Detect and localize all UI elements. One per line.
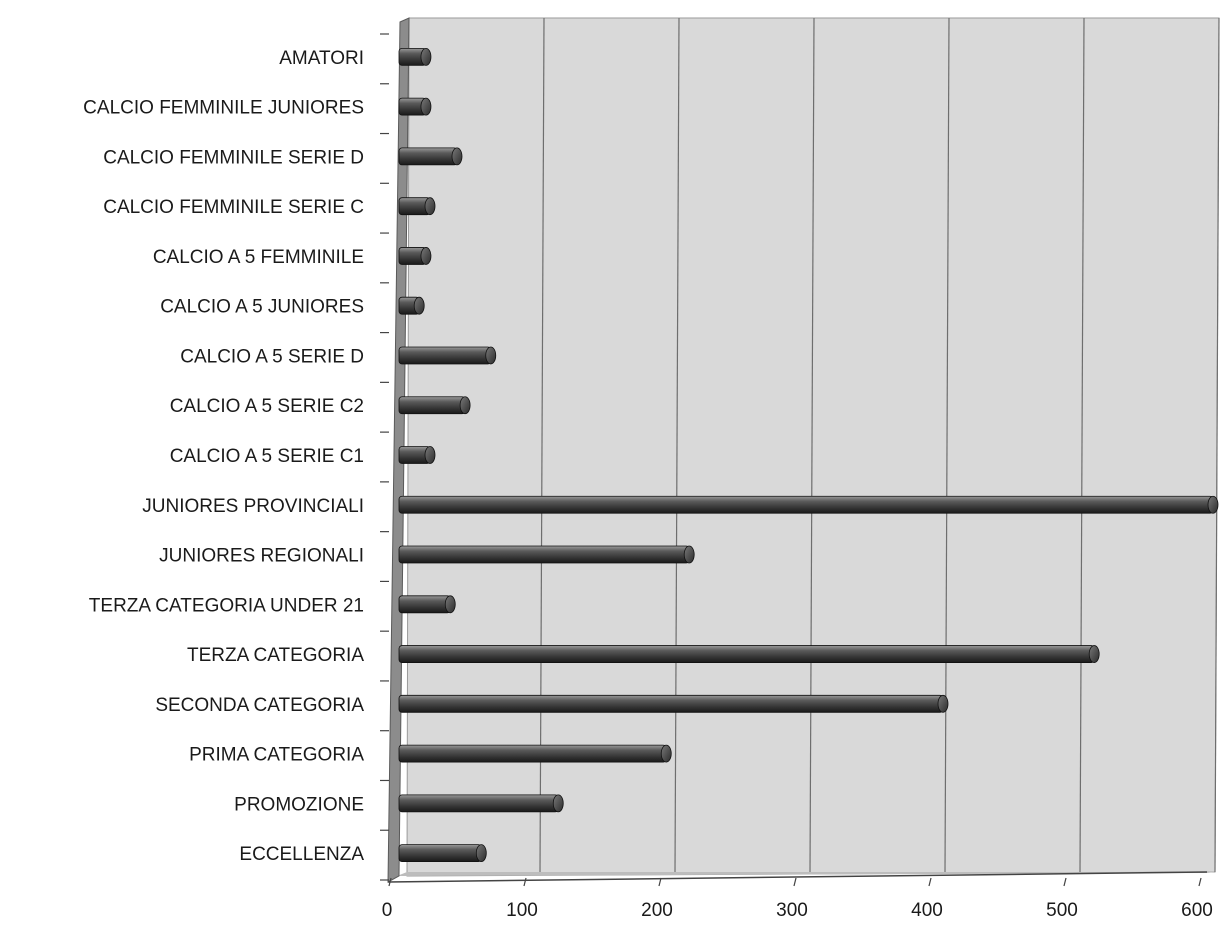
bar (398, 595, 456, 614)
x-tick-label: 300 (776, 900, 808, 921)
x-tick-mark (928, 877, 932, 887)
x-tick-label: 500 (1046, 900, 1078, 921)
bar (398, 844, 487, 863)
bars (398, 47, 1219, 863)
bar-cap (937, 694, 949, 713)
category-label: JUNIORES PROVINCIALI (142, 496, 364, 517)
grid-line (1214, 17, 1220, 873)
x-tick-labels: 0 100 200 300 400 500 600 (382, 900, 1213, 921)
x-tick-mark (523, 877, 527, 887)
bar-cap (660, 744, 672, 763)
x-tick-label: 100 (506, 900, 538, 921)
bar-cap (444, 595, 456, 614)
bar-body (398, 744, 667, 763)
bar-cap (459, 396, 471, 415)
category-label: AMATORI (279, 48, 364, 69)
category-labels: AMATORI CALCIO FEMMINILE JUNIORES CALCIO F… (83, 48, 364, 865)
bar-cap (420, 47, 432, 66)
category-label: CALCIO A 5 JUNIORES (160, 297, 364, 318)
bar (398, 495, 1219, 514)
category-label: PROMOZIONE (234, 794, 364, 815)
axes (380, 17, 1208, 887)
grid-line (674, 17, 680, 873)
bar (398, 545, 695, 564)
bar-cap (485, 346, 497, 365)
grid-line (1079, 17, 1085, 873)
x-tick-label: 600 (1181, 900, 1213, 921)
plot-floor (397, 872, 1215, 876)
bar-body (398, 147, 458, 166)
bar-body (398, 794, 559, 813)
x-tick-mark (388, 877, 392, 887)
bar-cap (552, 794, 564, 813)
grid-line (944, 17, 950, 873)
bar (398, 296, 425, 315)
grid-line (539, 17, 545, 873)
category-label: ECCELLENZA (239, 844, 364, 865)
x-axis-line (387, 871, 1208, 883)
grid-lines (539, 17, 1220, 873)
x-tick-mark (793, 877, 797, 887)
bar-body (398, 396, 466, 415)
category-label: CALCIO FEMMINILE SERIE D (103, 147, 364, 168)
category-label: CALCIO A 5 SERIE C2 (170, 396, 364, 417)
x-tick-label: 400 (911, 900, 943, 921)
bar (398, 147, 463, 166)
bar-cap (424, 197, 436, 216)
bar-body (398, 844, 482, 863)
bar-cap (424, 446, 436, 464)
bar-body (398, 645, 1095, 663)
bar (398, 47, 432, 66)
bar-body (398, 495, 1214, 514)
bar-cap (420, 97, 432, 116)
category-label: TERZA CATEGORIA UNDER 21 (89, 595, 364, 616)
bar-body (398, 694, 944, 713)
category-label: PRIMA CATEGORIA (189, 745, 364, 766)
bar-cap (683, 545, 695, 564)
bar (398, 694, 949, 713)
bar (398, 346, 497, 365)
category-label: JUNIORES REGIONALI (159, 546, 364, 567)
bar-body (398, 545, 690, 564)
bar (398, 247, 432, 265)
bar (398, 197, 436, 216)
bar (398, 97, 432, 116)
bar-cap (451, 147, 463, 166)
x-tick-label: 200 (641, 900, 673, 921)
x-tick-mark (1063, 877, 1067, 887)
bar-body (398, 346, 492, 365)
x-tick-mark (658, 877, 662, 887)
category-label: CALCIO A 5 SERIE D (180, 346, 364, 367)
bar (398, 645, 1100, 663)
bar-cap (413, 296, 425, 315)
bar (398, 794, 564, 813)
category-label: CALCIO A 5 SERIE C1 (170, 446, 364, 467)
category-label: SECONDA CATEGORIA (155, 695, 364, 716)
bar (398, 396, 471, 415)
x-tick-label: 0 (382, 900, 393, 921)
bar-cap (475, 844, 487, 863)
grid-line (809, 17, 815, 873)
category-label: CALCIO FEMMINILE JUNIORES (83, 98, 364, 119)
bar-cap (1088, 645, 1100, 663)
bar (398, 446, 436, 464)
bar-cap (420, 247, 432, 265)
left-wall (387, 17, 410, 883)
category-label: CALCIO A 5 FEMMINILE (153, 247, 364, 268)
category-label: CALCIO FEMMINILE SERIE C (103, 197, 364, 218)
category-label: TERZA CATEGORIA (187, 645, 364, 666)
bar-body (398, 595, 451, 614)
x-tick-mark (1198, 877, 1202, 887)
bar-cap (1207, 495, 1219, 514)
bar (398, 744, 672, 763)
